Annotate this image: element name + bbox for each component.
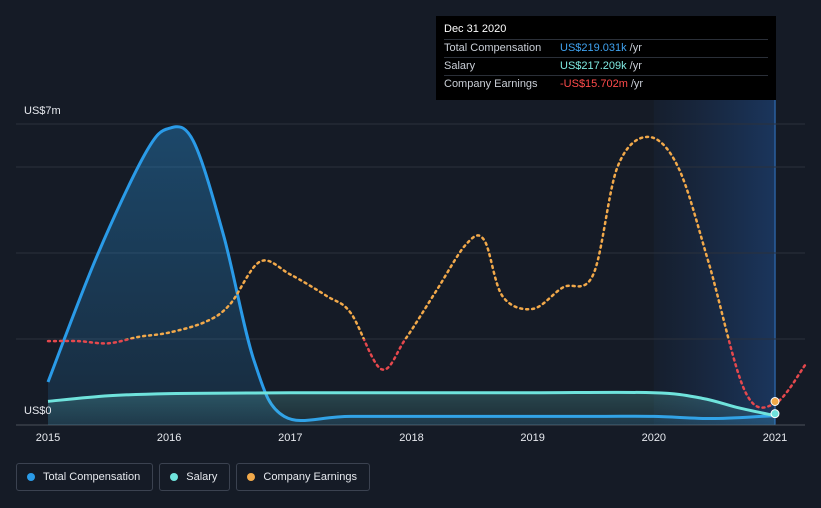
x-tick-label: 2017	[278, 432, 302, 444]
tooltip-label: Salary	[444, 60, 476, 72]
tooltip-row-salary: Salary US$217.209k /yr	[444, 57, 768, 75]
salary-marker	[770, 409, 780, 419]
x-tick-label: 2021	[763, 432, 787, 444]
x-tick-label: 2019	[520, 432, 544, 444]
legend-label: Total Compensation	[43, 471, 141, 483]
legend-label: Salary	[186, 471, 218, 483]
legend-item-total-compensation[interactable]: Total Compensation	[16, 463, 154, 491]
tooltip-unit: /yr	[629, 60, 642, 72]
tooltip-row-total-compensation: Total Compensation US$219.031k /yr	[444, 39, 768, 57]
tooltip-value: US$219.031k	[560, 42, 627, 54]
legend-item-company-earnings[interactable]: Company Earnings	[236, 463, 370, 491]
hover-tooltip: Dec 31 2020 Total Compensation US$219.03…	[436, 16, 776, 100]
legend-dot-icon	[247, 473, 256, 481]
x-tick-label: 2016	[157, 432, 181, 444]
legend-label: Company Earnings	[263, 471, 357, 483]
salary-line	[47, 390, 776, 418]
tooltip-label: Total Compensation	[444, 42, 542, 54]
x-tick-label: 2018	[399, 432, 423, 444]
y-tick-label-top: US$7m	[24, 105, 61, 117]
chart-legend: Total Compensation Salary Company Earnin…	[16, 463, 370, 491]
tooltip-date: Dec 31 2020	[444, 23, 507, 35]
y-tick-label-bottom: US$0	[24, 405, 52, 417]
tooltip-value: -US$15.702m	[560, 78, 628, 90]
tooltip-label: Company Earnings	[444, 78, 538, 90]
company-earnings-line-positive	[124, 135, 730, 339]
highlight-band	[653, 94, 775, 425]
total-compensation-area	[48, 126, 775, 426]
tooltip-unit: /yr	[630, 78, 644, 90]
x-tick-label: 2020	[642, 432, 666, 444]
salary-area	[48, 392, 775, 425]
tooltip-row-company-earnings: Company Earnings -US$15.702m /yr	[444, 75, 768, 93]
company-earnings-marker	[770, 397, 780, 406]
tooltip-value: US$217.209k	[560, 60, 627, 72]
x-tick-label: 2015	[36, 432, 60, 444]
legend-item-salary[interactable]: Salary	[159, 463, 231, 491]
legend-dot-icon	[27, 473, 35, 481]
legend-dot-icon	[170, 473, 179, 481]
tooltip-unit: /yr	[629, 42, 642, 54]
